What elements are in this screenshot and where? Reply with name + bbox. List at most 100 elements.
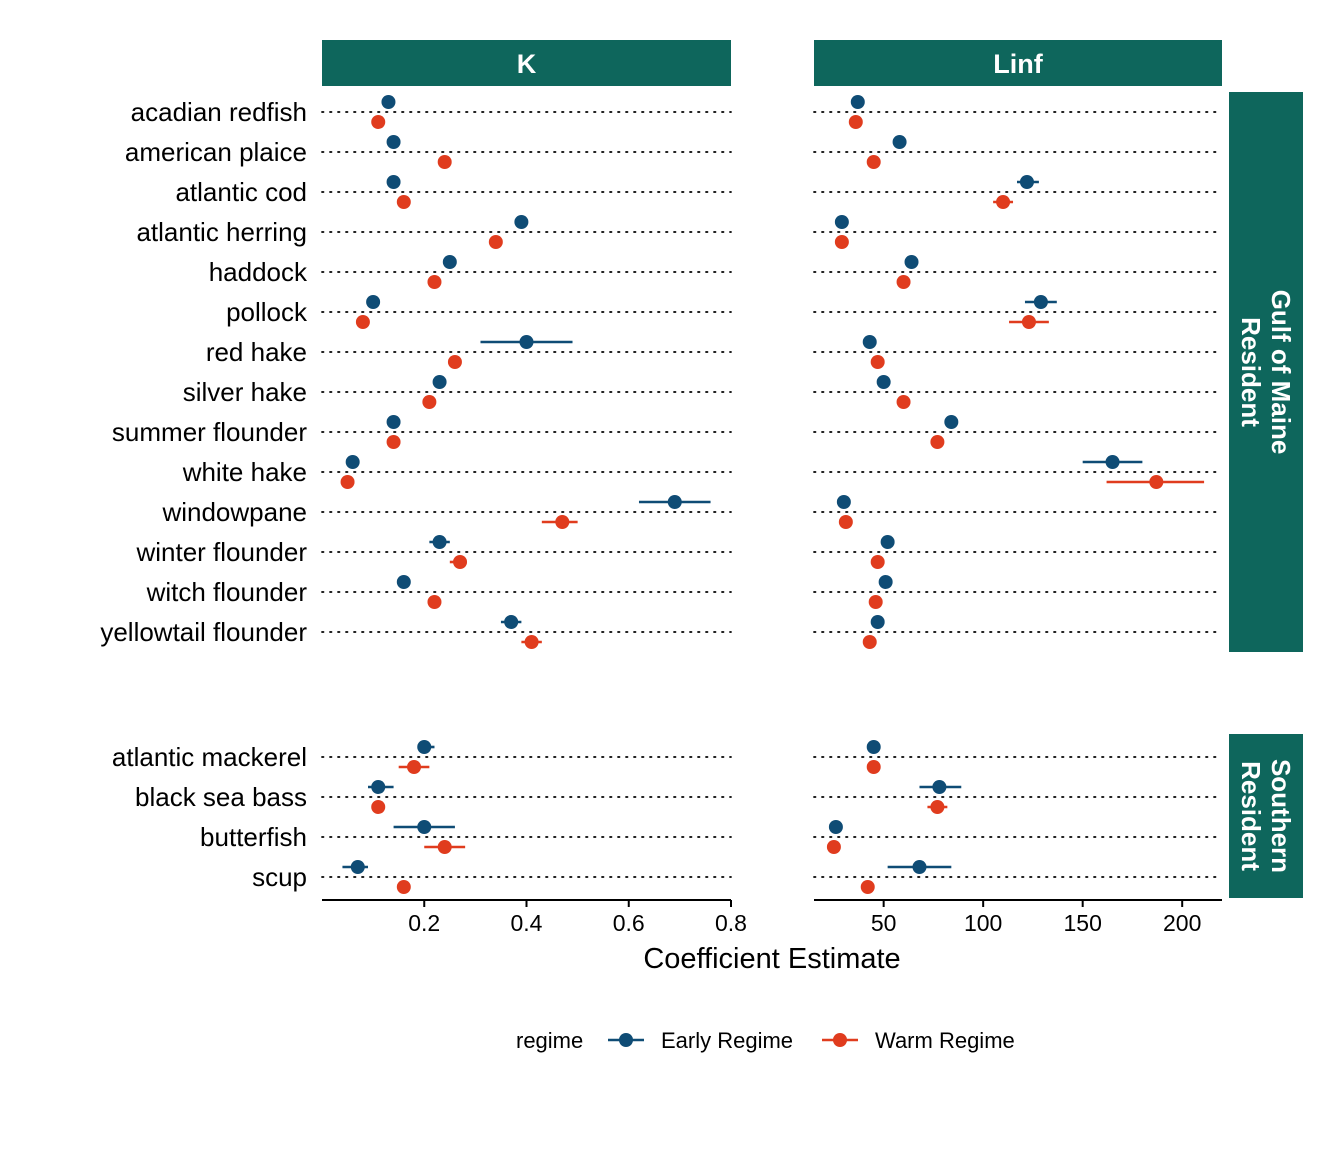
point-warm-regime-haddock-linf	[896, 275, 911, 289]
point-warm-regime-pollock-linf	[1021, 315, 1036, 329]
point-warm-regime-scup-linf	[860, 880, 875, 894]
point-early-regime-atlantic-cod-linf	[1019, 175, 1034, 189]
legend-key-point-early-regime	[619, 1033, 633, 1047]
point-early-regime-yellowtail-flounder-linf	[870, 615, 885, 629]
point-warm-regime-atlantic-herring-linf	[834, 235, 849, 249]
legend-title: regime	[516, 1028, 583, 1053]
y-tick-label-summer-flounder: summer flounder	[112, 417, 307, 447]
point-warm-regime-summer-flounder-k	[386, 435, 401, 449]
y-tick-label-winter-flounder: winter flounder	[135, 537, 307, 567]
point-early-regime-butterfish-linf	[828, 820, 843, 834]
point-early-regime-black-sea-bass-linf	[932, 780, 947, 794]
point-early-regime-winter-flounder-linf	[880, 535, 895, 549]
strip-gulf-of-maine-resident	[1229, 92, 1303, 652]
point-warm-regime-white-hake-k	[340, 475, 355, 489]
strip-label-linf: Linf	[993, 49, 1043, 79]
y-tick-label-butterfish: butterfish	[200, 822, 307, 852]
point-early-regime-white-hake-linf	[1105, 455, 1120, 469]
y-tick-label-scup: scup	[252, 862, 307, 892]
point-early-regime-red-hake-linf	[862, 335, 877, 349]
x-tick-label-linf: 50	[871, 910, 897, 936]
point-warm-regime-butterfish-linf	[826, 840, 841, 854]
y-tick-label-atlantic-herring: atlantic herring	[136, 217, 307, 247]
grid-layer	[321, 111, 1223, 878]
point-early-regime-witch-flounder-k	[396, 575, 411, 589]
point-early-regime-witch-flounder-linf	[878, 575, 893, 589]
strip-southern-resident	[1229, 734, 1303, 898]
x-tick-label-k: 0.8	[715, 910, 747, 936]
y-tick-label-yellowtail-flounder: yellowtail flounder	[100, 617, 307, 647]
y-tick-label-witch-flounder: witch flounder	[146, 577, 308, 607]
y-tick-label-american-plaice: american plaice	[125, 137, 307, 167]
point-early-regime-summer-flounder-linf	[944, 415, 959, 429]
strip-label-line: Southern	[1266, 759, 1296, 873]
point-early-regime-windowpane-linf	[836, 495, 851, 509]
point-warm-regime-haddock-k	[427, 275, 442, 289]
y-tick-label-atlantic-cod: atlantic cod	[175, 177, 307, 207]
point-warm-regime-windowpane-k	[555, 515, 570, 529]
axes-layer: acadian redfish american plaice atlantic c…	[100, 97, 1222, 936]
point-warm-regime-winter-flounder-linf	[870, 555, 885, 569]
strip-label-k: K	[517, 49, 537, 79]
x-tick-label-k: 0.2	[408, 910, 440, 936]
point-warm-regime-red-hake-linf	[870, 355, 885, 369]
point-warm-regime-black-sea-bass-k	[371, 800, 386, 814]
point-warm-regime-white-hake-linf	[1149, 475, 1164, 489]
point-early-regime-summer-flounder-k	[386, 415, 401, 429]
point-early-regime-american-plaice-k	[386, 135, 401, 149]
point-warm-regime-winter-flounder-k	[453, 555, 468, 569]
point-early-regime-winter-flounder-k	[432, 535, 447, 549]
y-tick-label-acadian-redfish: acadian redfish	[131, 97, 307, 127]
strip-label-gulf-of-maine-resident: Gulf of MaineResident	[1236, 290, 1296, 455]
strip-label-line: Resident	[1236, 761, 1266, 871]
y-tick-label-atlantic-mackerel: atlantic mackerel	[112, 742, 307, 772]
point-warm-regime-witch-flounder-linf	[868, 595, 883, 609]
strip-label-line: Resident	[1236, 317, 1266, 427]
y-tick-label-pollock: pollock	[226, 297, 308, 327]
point-warm-regime-atlantic-mackerel-linf	[866, 760, 881, 774]
x-axis-title: Coefficient Estimate	[643, 943, 900, 975]
point-warm-regime-atlantic-cod-linf	[996, 195, 1011, 209]
point-early-regime-silver-hake-k	[432, 375, 447, 389]
legend-label-warm-regime: Warm Regime	[875, 1028, 1015, 1053]
strip-label-line: Gulf of Maine	[1266, 290, 1296, 455]
x-tick-label-linf: 150	[1063, 910, 1101, 936]
legend: regime Early Regime Warm Regime	[516, 1028, 1015, 1053]
point-early-regime-black-sea-bass-k	[371, 780, 386, 794]
point-early-regime-acadian-redfish-k	[381, 95, 396, 109]
point-early-regime-butterfish-k	[417, 820, 432, 834]
x-tick-label-linf: 200	[1163, 910, 1201, 936]
point-early-regime-scup-linf	[912, 860, 927, 874]
point-early-regime-white-hake-k	[345, 455, 360, 469]
legend-label-early-regime: Early Regime	[661, 1028, 793, 1053]
point-early-regime-atlantic-mackerel-k	[417, 740, 432, 754]
strip-label-southern-resident: SouthernResident	[1236, 759, 1296, 873]
point-warm-regime-acadian-redfish-linf	[848, 115, 863, 129]
point-early-regime-atlantic-herring-linf	[834, 215, 849, 229]
point-warm-regime-red-hake-k	[447, 355, 462, 369]
point-warm-regime-atlantic-mackerel-k	[407, 760, 422, 774]
point-early-regime-acadian-redfish-linf	[850, 95, 865, 109]
marks-layer	[340, 95, 1205, 894]
point-warm-regime-yellowtail-flounder-linf	[862, 635, 877, 649]
point-warm-regime-atlantic-herring-k	[488, 235, 503, 249]
x-tick-label-linf: 100	[964, 910, 1002, 936]
point-early-regime-haddock-linf	[904, 255, 919, 269]
strip-k	[322, 40, 731, 86]
point-early-regime-yellowtail-flounder-k	[504, 615, 519, 629]
point-warm-regime-witch-flounder-k	[427, 595, 442, 609]
point-early-regime-atlantic-cod-k	[386, 175, 401, 189]
y-tick-label-silver-hake: silver hake	[183, 377, 307, 407]
point-warm-regime-silver-hake-linf	[896, 395, 911, 409]
point-warm-regime-american-plaice-linf	[866, 155, 881, 169]
y-tick-label-black-sea-bass: black sea bass	[135, 782, 307, 812]
y-tick-label-windowpane: windowpane	[161, 497, 307, 527]
point-early-regime-atlantic-herring-k	[514, 215, 529, 229]
point-warm-regime-silver-hake-k	[422, 395, 437, 409]
point-warm-regime-yellowtail-flounder-k	[524, 635, 539, 649]
point-early-regime-scup-k	[350, 860, 365, 874]
point-warm-regime-atlantic-cod-k	[396, 195, 411, 209]
point-warm-regime-black-sea-bass-linf	[930, 800, 945, 814]
